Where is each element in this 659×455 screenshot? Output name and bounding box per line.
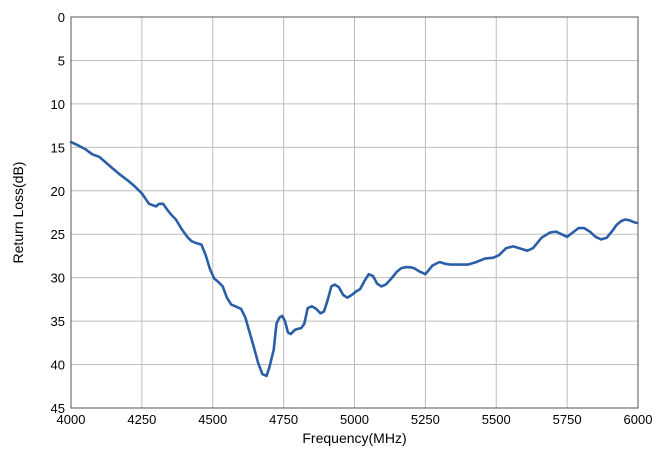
x-tick-label: 5500 (482, 412, 511, 427)
y-tick-label: 0 (58, 10, 65, 25)
y-tick-label: 35 (51, 314, 65, 329)
x-axis-ticks: 4000 4250 4500 4750 5000 5250 5500 5750 6000 (57, 412, 653, 427)
y-axis-label: Return Loss(dB) (10, 162, 26, 264)
x-tick-label: 4250 (127, 412, 156, 427)
y-tick-label: 30 (51, 271, 65, 286)
x-tick-label: 5000 (340, 412, 369, 427)
y-tick-label: 15 (51, 140, 65, 155)
y-tick-label: 20 (51, 184, 65, 199)
y-axis-ticks: 0 5 10 15 20 25 30 35 40 45 (51, 10, 65, 416)
y-tick-label: 10 (51, 97, 65, 112)
y-tick-label: 40 (51, 358, 65, 373)
x-tick-label: 6000 (624, 412, 653, 427)
y-tick-label: 45 (51, 401, 65, 416)
grid-lines (71, 17, 638, 408)
x-tick-label: 4750 (269, 412, 298, 427)
x-axis-label: Frequency(MHz) (302, 430, 406, 446)
x-tick-label: 4500 (198, 412, 227, 427)
x-tick-label: 5250 (411, 412, 440, 427)
y-tick-label: 25 (51, 227, 65, 242)
y-tick-label: 5 (58, 53, 65, 68)
plot-border (70, 16, 639, 409)
x-tick-label: 5750 (553, 412, 582, 427)
series-line (69, 140, 638, 378)
x-tick-label: 4000 (57, 412, 86, 427)
